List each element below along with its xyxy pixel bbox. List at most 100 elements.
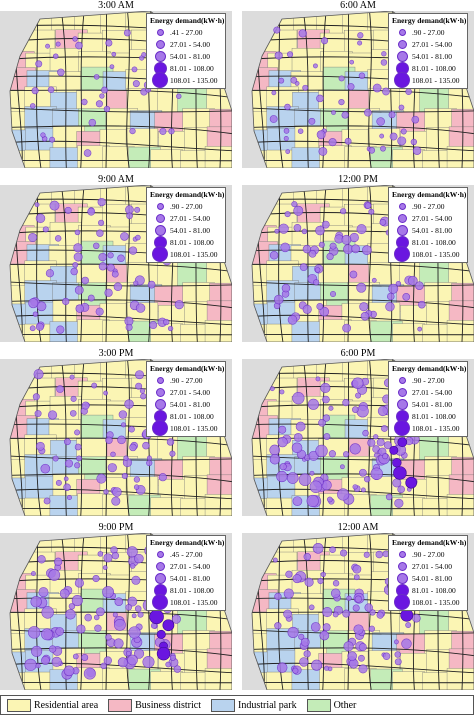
demand-point [286,472,299,484]
demand-point [411,115,420,124]
demand-point [380,59,388,66]
demand-point [377,406,388,417]
demand-point [352,564,362,574]
demand-point [131,66,138,73]
demand-point [308,604,315,611]
demand-point [128,426,135,433]
demand-point [373,452,379,458]
demand-point [73,252,83,262]
demand-point [45,269,54,278]
demand-point [139,388,146,394]
demand-point [387,292,395,301]
demand-point [355,392,362,399]
demand-point [322,607,333,618]
demand-point [328,138,337,147]
demand-point [35,322,44,331]
demand-point [385,302,395,312]
demand-point [342,609,351,618]
demand-point [346,595,352,601]
demand-point [113,282,123,292]
demand-point [103,553,113,563]
land-use-swatch-icon [306,698,331,712]
demand-point [55,627,64,636]
demand-point [135,303,146,313]
demand-point [132,80,140,88]
demand-point [62,297,70,306]
road [347,11,350,168]
demand-point [54,557,63,566]
demand-point [341,234,352,245]
demand-point [133,280,139,286]
demand-point [114,597,124,606]
demand-point [91,382,98,389]
demand-point [281,283,291,293]
legend-label: .45 - 27.00 [170,549,203,559]
demand-point [47,410,58,420]
demand-point [357,40,363,46]
high-demand-point [397,437,408,448]
demand-point [32,311,39,317]
demand-point [124,399,134,409]
demand-point [121,472,128,480]
demand-point [412,146,422,155]
demand-point [128,246,138,255]
legend-label: 108.01 - 135.00 [170,75,218,85]
demand-point [291,442,303,454]
panel-time-title: 3:00 AM [98,0,134,11]
panel-time-title: 9:00 PM [98,522,134,533]
map-panel-grid: 3:00 AM Energy demand(kW·h) .41 - 27.00 27.… [0,0,474,690]
demand-point [380,145,386,152]
legend-row: 27.01 - 54.00 [150,560,222,572]
demand-point [87,294,95,302]
demand-point [95,307,104,316]
demand-point [284,103,291,111]
demand-point [311,659,323,671]
demand-point [128,626,141,639]
road [10,314,232,326]
legend-label: .41 - 27.00 [170,27,203,37]
demand-point [168,128,175,135]
demand-point [381,51,387,57]
demand-point [99,93,105,99]
legend-label: 81.01 - 108.00 [170,411,214,421]
legend-title: Energy demand(kW·h) [392,538,467,547]
demand-point [344,137,352,145]
demand-point [24,658,37,671]
legend-label: 54.01 - 81.00 [170,225,210,235]
demand-point [338,98,345,106]
demand-point [316,130,326,140]
demand-point [74,578,84,588]
legend-label: .90 - 27.00 [412,27,445,37]
demand-point [401,638,412,649]
demand-point [322,395,330,404]
road [10,629,232,635]
demand-point [107,463,117,473]
legend-row: 27.01 - 54.00 [392,38,464,50]
demand-point [314,267,321,273]
demand-point [63,483,71,491]
demand-point [48,569,61,581]
legend-dot-icon [154,50,166,62]
demand-point [368,625,376,632]
legend-row: 108.01 - 135.00 [392,72,464,88]
demand-point [113,618,126,631]
demand-point [27,626,41,639]
demand-point [31,571,36,576]
demand-point [341,111,349,119]
demand-point [320,382,331,394]
high-demand-point [156,629,166,639]
demand-point [347,83,355,91]
demand-point [40,463,51,474]
demand-point [332,580,340,587]
demand-point [93,614,100,621]
demand-point [303,553,311,561]
demand-point [120,422,126,428]
legend-dot-icon [152,72,168,88]
land-parcel [24,454,57,481]
demand-point [274,228,280,234]
legend-dot-icon [156,376,164,384]
legend-label: 108.01 - 135.00 [170,597,218,607]
legend-row: 108.01 - 135.00 [392,246,464,262]
road [252,647,474,657]
demand-point [169,654,176,661]
